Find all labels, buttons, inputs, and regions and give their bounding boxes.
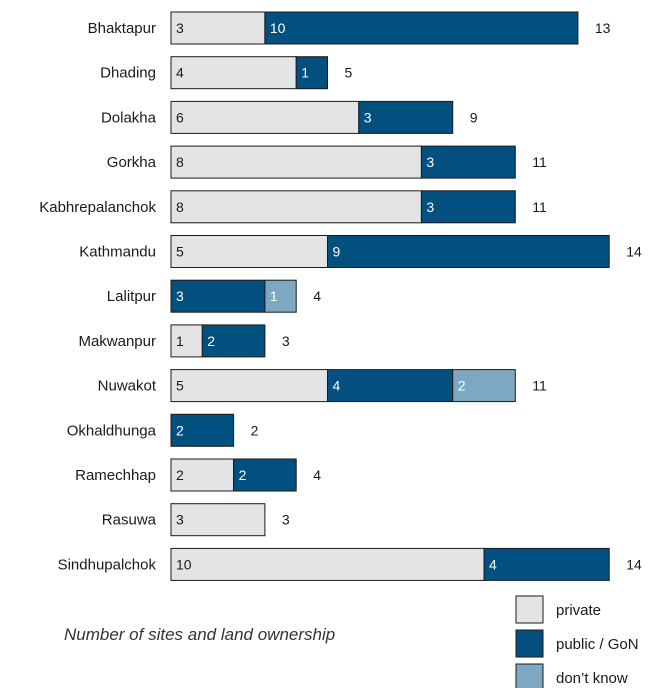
bar-segment-private bbox=[170, 369, 328, 403]
bar-segment-public bbox=[264, 11, 579, 45]
bar-segment-public bbox=[420, 190, 516, 224]
bar-segment-public bbox=[483, 547, 610, 581]
category-label: Nuwakot bbox=[98, 378, 157, 395]
segment-value-label: 3 bbox=[364, 109, 372, 125]
bar-segment-public bbox=[358, 100, 454, 134]
bar-segment-private bbox=[170, 100, 360, 134]
segment-value-label: 3 bbox=[426, 154, 434, 170]
segment-value-label: 2 bbox=[176, 467, 184, 483]
bar-segment-dont-know bbox=[452, 369, 516, 403]
bar-total-label: 2 bbox=[251, 422, 259, 438]
legend-label: private bbox=[556, 602, 601, 619]
category-label: Dhading bbox=[100, 65, 156, 82]
segment-value-label: 3 bbox=[176, 512, 184, 528]
chart-caption: Number of sites and land ownership bbox=[64, 625, 335, 644]
bar-total-label: 13 bbox=[595, 20, 611, 36]
segment-value-label: 2 bbox=[176, 422, 184, 438]
bar-total-label: 4 bbox=[313, 288, 321, 304]
legend: private public / GoN don’t know bbox=[515, 595, 639, 688]
category-label: Lalitpur bbox=[107, 288, 156, 305]
segment-value-label: 3 bbox=[426, 199, 434, 215]
bar-segment-dont-know bbox=[264, 279, 297, 313]
segment-value-label: 3 bbox=[176, 20, 184, 36]
legend-swatch bbox=[515, 595, 544, 624]
category-label: Dolakha bbox=[101, 109, 157, 126]
bar-segment-public bbox=[170, 413, 235, 447]
bar-segment-public bbox=[420, 145, 516, 179]
legend-swatch bbox=[515, 629, 544, 658]
bar-segment-private bbox=[170, 503, 266, 537]
category-label: Okhaldhunga bbox=[67, 422, 157, 439]
category-label: Bhaktapur bbox=[88, 20, 156, 37]
segment-value-label: 4 bbox=[489, 556, 497, 572]
bar-total-label: 3 bbox=[282, 512, 290, 528]
category-label: Kathmandu bbox=[79, 244, 156, 261]
bar-segment-private bbox=[170, 324, 203, 358]
segment-value-label: 4 bbox=[176, 65, 184, 81]
bar-total-label: 9 bbox=[470, 109, 478, 125]
segment-value-label: 5 bbox=[176, 378, 184, 394]
bar-segment-public bbox=[233, 458, 297, 492]
bar-total-label: 14 bbox=[626, 244, 642, 260]
category-label: Ramechhap bbox=[75, 467, 156, 484]
bar-segment-public bbox=[170, 279, 266, 313]
segment-value-label: 9 bbox=[333, 244, 341, 260]
segment-value-label: 1 bbox=[176, 333, 184, 349]
category-label: Makwanpur bbox=[78, 333, 156, 350]
bar-segment-public bbox=[327, 369, 454, 403]
bar-total-label: 5 bbox=[345, 65, 353, 81]
segment-value-label: 5 bbox=[176, 244, 184, 260]
bar-segment-private bbox=[170, 190, 422, 224]
bar-segment-private bbox=[170, 56, 297, 90]
legend-label: public / GoN bbox=[556, 636, 639, 653]
segment-value-label: 10 bbox=[270, 20, 286, 36]
segment-value-label: 8 bbox=[176, 199, 184, 215]
bar-total-label: 3 bbox=[282, 333, 290, 349]
segment-value-label: 2 bbox=[207, 333, 215, 349]
legend-swatch bbox=[515, 663, 544, 688]
bar-segment-private bbox=[170, 458, 235, 492]
bar-segment-private bbox=[170, 235, 328, 268]
bar-total-label: 11 bbox=[532, 199, 547, 215]
bar-total-label: 4 bbox=[313, 467, 321, 483]
bar-total-label: 14 bbox=[626, 556, 642, 572]
bar-total-label: 11 bbox=[532, 154, 547, 170]
segment-value-label: 1 bbox=[270, 288, 278, 304]
segment-value-label: 8 bbox=[176, 154, 184, 170]
bar-segment-private bbox=[170, 547, 485, 581]
bar-segment-public bbox=[295, 56, 329, 90]
bar-segment-private bbox=[170, 145, 422, 179]
bar-segment-public bbox=[201, 324, 266, 358]
category-label: Kabhrepalanchok bbox=[39, 199, 156, 216]
segment-value-label: 1 bbox=[301, 65, 309, 81]
segment-value-label: 3 bbox=[176, 288, 184, 304]
category-label: Sindhupalchok bbox=[58, 556, 157, 573]
segment-value-label: 6 bbox=[176, 109, 184, 125]
category-label: Gorkha bbox=[107, 154, 157, 171]
bar-segment-private bbox=[170, 11, 266, 45]
bar-segment-public bbox=[327, 235, 610, 268]
segment-value-label: 2 bbox=[458, 378, 466, 394]
segment-value-label: 10 bbox=[176, 556, 192, 572]
bar-total-label: 11 bbox=[532, 378, 547, 394]
category-label: Rasuwa bbox=[102, 512, 157, 529]
legend-label: don’t know bbox=[556, 670, 628, 687]
segment-value-label: 4 bbox=[333, 378, 341, 394]
segment-value-label: 2 bbox=[239, 467, 247, 483]
